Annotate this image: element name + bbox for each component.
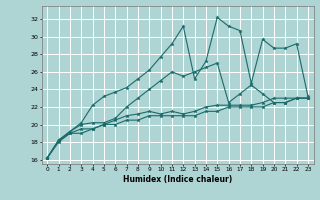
X-axis label: Humidex (Indice chaleur): Humidex (Indice chaleur) xyxy=(123,175,232,184)
